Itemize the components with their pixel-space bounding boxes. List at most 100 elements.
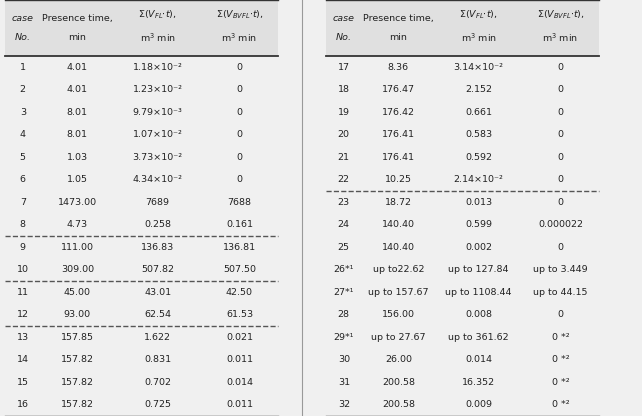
Text: 111.00: 111.00 xyxy=(61,243,94,252)
Text: 0.011: 0.011 xyxy=(226,400,253,409)
Text: 0: 0 xyxy=(557,85,564,94)
Text: 0.008: 0.008 xyxy=(465,310,492,319)
Text: 0: 0 xyxy=(557,153,564,162)
Text: up to 157.67: up to 157.67 xyxy=(368,288,429,297)
Text: 9: 9 xyxy=(20,243,26,252)
Text: 23: 23 xyxy=(338,198,350,207)
Text: 0.000022: 0.000022 xyxy=(538,220,583,229)
Text: min: min xyxy=(390,33,407,42)
Text: 0 *²: 0 *² xyxy=(551,400,569,409)
Text: 31: 31 xyxy=(338,378,350,387)
Text: 140.40: 140.40 xyxy=(382,243,415,252)
Text: 0.592: 0.592 xyxy=(465,153,492,162)
Text: 7: 7 xyxy=(20,198,26,207)
Text: 28: 28 xyxy=(338,310,350,319)
Text: 24: 24 xyxy=(338,220,350,229)
Text: 156.00: 156.00 xyxy=(382,310,415,319)
Text: 16.352: 16.352 xyxy=(462,378,495,387)
Text: Presence time,: Presence time, xyxy=(42,15,113,23)
Text: 1.622: 1.622 xyxy=(144,333,171,342)
Text: up to22.62: up to22.62 xyxy=(372,265,424,274)
Text: up to 127.84: up to 127.84 xyxy=(448,265,509,274)
Text: 25: 25 xyxy=(338,243,350,252)
Text: 62.54: 62.54 xyxy=(144,310,171,319)
Text: 0: 0 xyxy=(557,63,564,72)
Text: 8.36: 8.36 xyxy=(388,63,409,72)
Text: 4.01: 4.01 xyxy=(67,85,88,94)
Text: 136.83: 136.83 xyxy=(141,243,174,252)
Text: 0.002: 0.002 xyxy=(465,243,492,252)
Text: 157.82: 157.82 xyxy=(61,378,94,387)
Text: No.: No. xyxy=(15,33,31,42)
Text: 19: 19 xyxy=(338,108,350,117)
Text: 0.661: 0.661 xyxy=(465,108,492,117)
Text: 8: 8 xyxy=(20,220,26,229)
Text: 0.014: 0.014 xyxy=(226,378,253,387)
Text: 309.00: 309.00 xyxy=(61,265,94,274)
Text: 17: 17 xyxy=(338,63,350,72)
Text: min: min xyxy=(69,33,86,42)
Text: 0 *²: 0 *² xyxy=(551,333,569,342)
Text: up to 3.449: up to 3.449 xyxy=(533,265,588,274)
Text: 0.583: 0.583 xyxy=(465,130,492,139)
Text: 29*¹: 29*¹ xyxy=(334,333,354,342)
Text: 7688: 7688 xyxy=(227,198,252,207)
Text: 3.73×10⁻²: 3.73×10⁻² xyxy=(132,153,183,162)
Text: 0.599: 0.599 xyxy=(465,220,492,229)
Text: 0 *²: 0 *² xyxy=(551,378,569,387)
Text: 3.14×10⁻²: 3.14×10⁻² xyxy=(454,63,503,72)
Text: 1.05: 1.05 xyxy=(67,176,88,184)
Text: No.: No. xyxy=(336,33,352,42)
Text: 12: 12 xyxy=(17,310,29,319)
Text: 176.41: 176.41 xyxy=(382,153,415,162)
Text: 4.34×10⁻²: 4.34×10⁻² xyxy=(133,176,182,184)
Text: 507.50: 507.50 xyxy=(223,265,256,274)
Text: 1.07×10⁻²: 1.07×10⁻² xyxy=(133,130,182,139)
Text: 1.18×10⁻²: 1.18×10⁻² xyxy=(133,63,182,72)
Text: 32: 32 xyxy=(338,400,350,409)
Text: 0: 0 xyxy=(557,243,564,252)
Text: m$^3$ min: m$^3$ min xyxy=(542,31,578,44)
Text: 15: 15 xyxy=(17,378,29,387)
Text: 1473.00: 1473.00 xyxy=(58,198,97,207)
Text: 20: 20 xyxy=(338,130,350,139)
Text: m$^3$ min: m$^3$ min xyxy=(460,31,497,44)
Text: 140.40: 140.40 xyxy=(382,220,415,229)
Text: up to 44.15: up to 44.15 xyxy=(534,288,587,297)
Text: m$^3$ min: m$^3$ min xyxy=(221,31,257,44)
Text: 1: 1 xyxy=(20,63,26,72)
Text: 4: 4 xyxy=(20,130,26,139)
Text: 0: 0 xyxy=(236,176,243,184)
Text: 2: 2 xyxy=(20,85,26,94)
Text: 136.81: 136.81 xyxy=(223,243,256,252)
Text: $\Sigma(V_{BVFL}{\cdot}t),$: $\Sigma(V_{BVFL}{\cdot}t),$ xyxy=(216,8,263,21)
Text: 157.82: 157.82 xyxy=(61,355,94,364)
Text: 4.73: 4.73 xyxy=(67,220,88,229)
Text: 0.831: 0.831 xyxy=(144,355,171,364)
Bar xyxy=(5,0,278,56)
Text: 6: 6 xyxy=(20,176,26,184)
Bar xyxy=(5,56,278,416)
Text: $\Sigma(V_{FL}{\cdot}t),$: $\Sigma(V_{FL}{\cdot}t),$ xyxy=(138,8,177,21)
Text: 11: 11 xyxy=(17,288,29,297)
Text: 8.01: 8.01 xyxy=(67,108,88,117)
Text: 0.161: 0.161 xyxy=(226,220,253,229)
Text: 14: 14 xyxy=(17,355,29,364)
Text: 2.152: 2.152 xyxy=(465,85,492,94)
Text: 30: 30 xyxy=(338,355,350,364)
Text: 27*¹: 27*¹ xyxy=(334,288,354,297)
Text: 0.009: 0.009 xyxy=(465,400,492,409)
Text: 0: 0 xyxy=(557,108,564,117)
Text: 0: 0 xyxy=(236,108,243,117)
Text: 13: 13 xyxy=(17,333,29,342)
Text: 0: 0 xyxy=(557,310,564,319)
Text: 16: 16 xyxy=(17,400,29,409)
Text: 0.021: 0.021 xyxy=(226,333,253,342)
Text: $\Sigma(V_{FL}{\cdot}t),$: $\Sigma(V_{FL}{\cdot}t),$ xyxy=(459,8,498,21)
Text: 61.53: 61.53 xyxy=(226,310,253,319)
Text: 5: 5 xyxy=(20,153,26,162)
Bar xyxy=(326,56,599,416)
Text: 8.01: 8.01 xyxy=(67,130,88,139)
Text: 0.725: 0.725 xyxy=(144,400,171,409)
Text: 0.014: 0.014 xyxy=(465,355,492,364)
